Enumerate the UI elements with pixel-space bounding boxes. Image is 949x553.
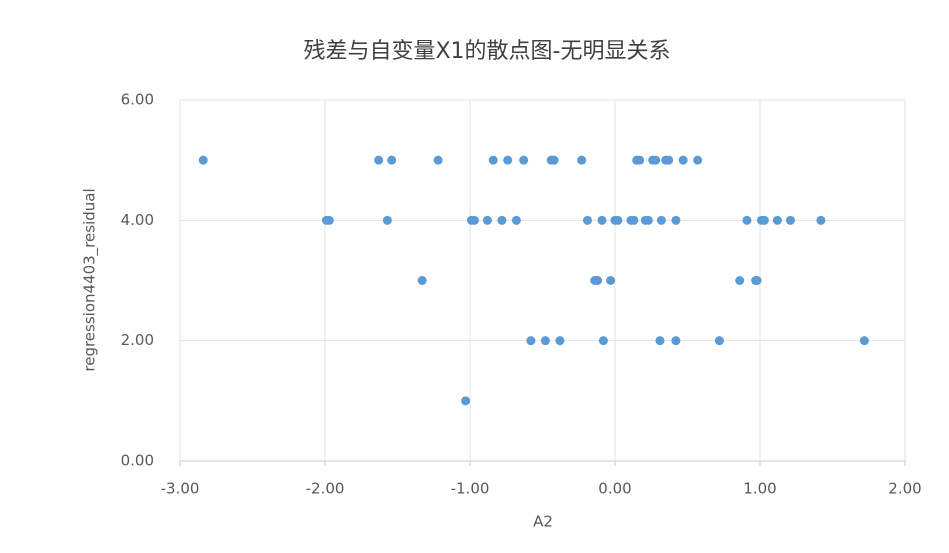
- point: [742, 215, 752, 225]
- point: [417, 276, 427, 285]
- point: [859, 336, 869, 346]
- point: [526, 336, 536, 346]
- point: [656, 215, 666, 225]
- point: [629, 215, 639, 225]
- point: [198, 155, 208, 165]
- point: [555, 336, 565, 346]
- point: [816, 215, 826, 225]
- point: [382, 215, 392, 225]
- point: [482, 215, 492, 225]
- point: [655, 336, 665, 346]
- point: [635, 155, 645, 165]
- chart-title: 残差与自变量X1的散点图-无明显关系: [303, 39, 670, 64]
- y-tick-label: 4.00: [121, 211, 154, 229]
- point: [613, 215, 623, 225]
- point: [678, 155, 688, 165]
- point: [519, 155, 529, 165]
- point: [759, 215, 769, 225]
- point: [714, 336, 724, 346]
- point: [597, 215, 607, 225]
- x-tick-label: 1.00: [743, 480, 776, 498]
- point: [606, 276, 616, 285]
- point: [664, 155, 674, 165]
- point: [643, 215, 653, 225]
- x-tick-label: 2.00: [888, 480, 921, 498]
- point: [693, 155, 703, 165]
- y-tick-label: 0.00: [121, 452, 154, 470]
- point: [593, 276, 603, 285]
- point: [671, 336, 681, 346]
- x-tick-label: -1.00: [451, 480, 490, 498]
- point: [488, 155, 498, 165]
- x-tick-label: -2.00: [306, 480, 345, 498]
- point: [651, 155, 661, 165]
- point: [374, 155, 384, 165]
- x-tick-label: -3.00: [161, 480, 200, 498]
- point: [540, 336, 550, 346]
- point: [577, 155, 587, 165]
- point: [752, 276, 762, 285]
- point: [497, 215, 507, 225]
- point: [469, 215, 479, 225]
- point: [671, 215, 681, 225]
- x-tick-label: 0.00: [598, 480, 631, 498]
- point: [387, 155, 397, 165]
- point: [433, 155, 443, 165]
- point: [785, 215, 795, 225]
- x-axis-title: A2: [533, 513, 553, 531]
- point: [461, 396, 471, 406]
- point: [772, 215, 782, 225]
- point: [324, 215, 334, 225]
- point: [598, 336, 608, 346]
- point: [503, 155, 513, 165]
- point: [582, 215, 592, 225]
- point: [549, 155, 559, 165]
- y-axis-title: regression4403_residual: [81, 188, 100, 371]
- point: [511, 215, 521, 225]
- y-tick-label: 6.00: [121, 91, 154, 109]
- point: [735, 276, 745, 285]
- y-tick-label: 2.00: [121, 331, 154, 349]
